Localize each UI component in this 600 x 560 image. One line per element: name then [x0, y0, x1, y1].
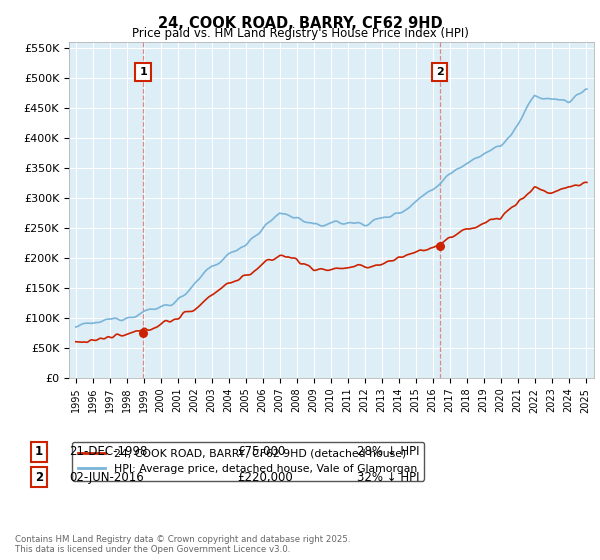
Text: 32% ↓ HPI: 32% ↓ HPI [357, 470, 419, 484]
Text: £75,000: £75,000 [237, 445, 285, 459]
Point [139, 329, 148, 338]
Text: 2: 2 [35, 470, 43, 484]
Text: Contains HM Land Registry data © Crown copyright and database right 2025.
This d: Contains HM Land Registry data © Crown c… [15, 535, 350, 554]
Text: 02-JUN-2016: 02-JUN-2016 [69, 470, 144, 484]
Legend: 24, COOK ROAD, BARRY, CF62 9HD (detached house), HPI: Average price, detached ho: 24, COOK ROAD, BARRY, CF62 9HD (detached… [72, 442, 424, 480]
Text: 21-DEC-1998: 21-DEC-1998 [69, 445, 148, 459]
Text: Price paid vs. HM Land Registry's House Price Index (HPI): Price paid vs. HM Land Registry's House … [131, 27, 469, 40]
Text: 1: 1 [139, 67, 147, 77]
Point [435, 241, 445, 250]
Text: 1: 1 [35, 445, 43, 459]
Text: 24, COOK ROAD, BARRY, CF62 9HD: 24, COOK ROAD, BARRY, CF62 9HD [158, 16, 442, 31]
Text: 2: 2 [436, 67, 443, 77]
Text: £220,000: £220,000 [237, 470, 293, 484]
Text: 28% ↓ HPI: 28% ↓ HPI [357, 445, 419, 459]
